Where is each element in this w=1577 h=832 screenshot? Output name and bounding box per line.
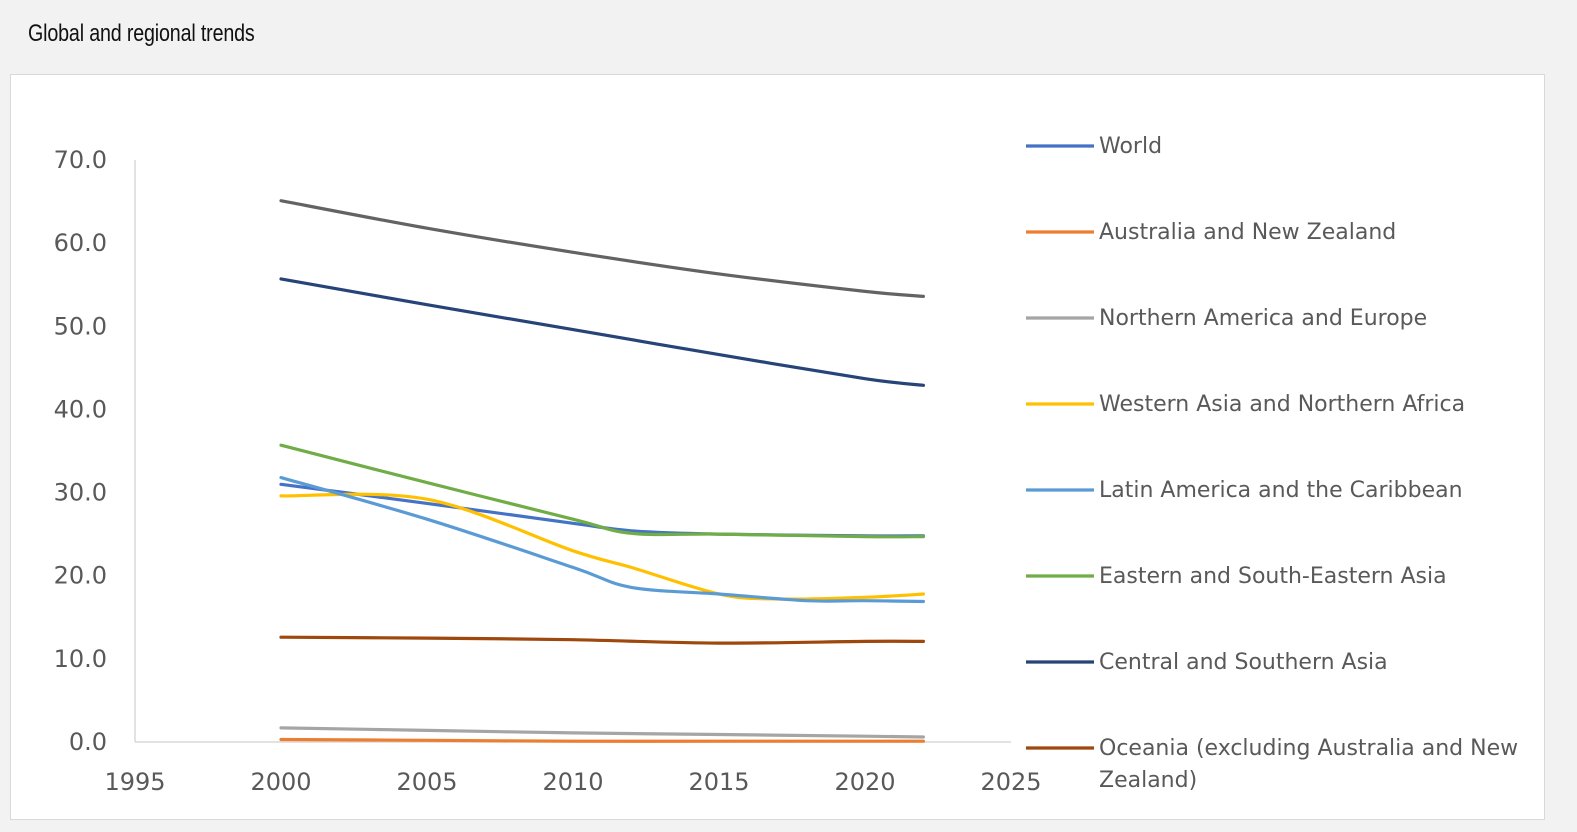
chart-card: 0.0 10.0 20.0 30.0 40.0 50.0 60.0 70.0 1995 2000 2… bbox=[10, 74, 1545, 820]
legend-item: Latin America and the Caribbean bbox=[1026, 478, 1463, 503]
series-line-australia-and-new-zealand bbox=[279, 737, 925, 743]
legend: World Australia and New Zealand Northern A… bbox=[1026, 134, 1518, 793]
chart-header: Global and regional trends bbox=[0, 0, 1577, 74]
y-tick-label: 60.0 bbox=[54, 229, 107, 257]
x-tick-label: 2020 bbox=[834, 768, 895, 796]
chart-title: Global and regional trends bbox=[28, 20, 255, 47]
legend-item: Central and Southern Asia bbox=[1026, 650, 1388, 675]
legend-item: Oceania (excluding Australia and New Zeal… bbox=[1026, 736, 1518, 793]
legend-label: Australia and New Zealand bbox=[1099, 220, 1396, 245]
x-tick-label: 2015 bbox=[688, 768, 749, 796]
series-lines bbox=[279, 199, 925, 743]
series-line-northern-america-and-europe bbox=[279, 726, 925, 739]
legend-item: Australia and New Zealand bbox=[1026, 220, 1396, 245]
y-tick-label: 20.0 bbox=[54, 562, 107, 590]
series-line-western-asia-and-northern-africa bbox=[279, 492, 925, 601]
legend-item: Western Asia and Northern Africa bbox=[1026, 392, 1465, 417]
legend-label: World bbox=[1099, 134, 1162, 159]
legend-label: Central and Southern Asia bbox=[1099, 650, 1388, 675]
x-tick-label: 2000 bbox=[250, 768, 311, 796]
series-line-oceania-excluding-australia-and-new-zealand bbox=[279, 635, 925, 645]
legend-label: Latin America and the Caribbean bbox=[1099, 478, 1463, 503]
x-tick-label: 2010 bbox=[542, 768, 603, 796]
x-tick-label: 2005 bbox=[396, 768, 457, 796]
x-tick-label: 2025 bbox=[980, 768, 1041, 796]
legend-label: Eastern and South-Eastern Asia bbox=[1099, 564, 1447, 589]
legend-item: Northern America and Europe bbox=[1026, 306, 1427, 331]
y-tick-label: 40.0 bbox=[54, 395, 107, 423]
y-tick-label: 70.0 bbox=[54, 146, 107, 174]
y-tick-label: 50.0 bbox=[54, 312, 107, 340]
series-line-central-and-southern-asia bbox=[279, 277, 925, 387]
legend-label: Northern America and Europe bbox=[1099, 306, 1427, 331]
y-tick-label: 10.0 bbox=[54, 645, 107, 673]
axes: 0.0 10.0 20.0 30.0 40.0 50.0 60.0 70.0 1995 2000 2… bbox=[54, 146, 1042, 796]
legend-label: Western Asia and Northern Africa bbox=[1099, 392, 1465, 417]
line-chart: 0.0 10.0 20.0 30.0 40.0 50.0 60.0 70.0 1995 2000 2… bbox=[54, 134, 1519, 796]
legend-item: Eastern and South-Eastern Asia bbox=[1026, 564, 1447, 589]
series-line-eastern-and-south-eastern-asia bbox=[279, 443, 925, 539]
series-line-unlabeled-8 bbox=[279, 199, 925, 298]
x-tick-label: 1995 bbox=[104, 768, 165, 796]
series-line-latin-america-and-the-caribbean bbox=[279, 476, 925, 604]
legend-label: Oceania (excluding Australia and New Zeal… bbox=[1099, 736, 1518, 793]
y-tick-label: 0.0 bbox=[69, 728, 107, 756]
y-tick-label: 30.0 bbox=[54, 479, 107, 507]
legend-item: World bbox=[1026, 134, 1162, 159]
